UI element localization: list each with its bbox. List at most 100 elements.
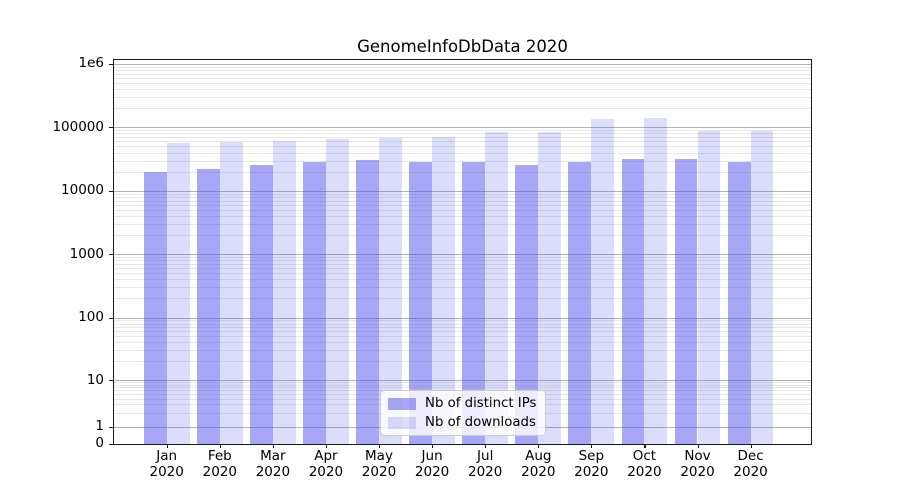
legend-item-downloads: Nb of downloads (388, 415, 536, 430)
x-tick-month: Jul (477, 448, 494, 464)
bar-downloads (644, 118, 668, 444)
gridline-minor (114, 137, 811, 139)
x-tick-month: May (365, 448, 393, 464)
y-tick-mark (109, 317, 114, 319)
bar-distinct-ips (727, 161, 751, 444)
x-tick-month: Mar (260, 448, 286, 464)
x-tick-label: Nov 2020 (666, 448, 730, 480)
bar-downloads (485, 132, 509, 444)
x-tick-label: Dec 2020 (719, 448, 783, 480)
bar-distinct-ips (462, 161, 486, 444)
legend-swatch-downloads (388, 416, 416, 429)
x-tick-year: 2020 (521, 463, 556, 480)
x-tick-year: 2020 (361, 463, 397, 480)
y-tick-mark (109, 63, 114, 66)
bar-downloads (697, 131, 721, 444)
y-tick-mark (109, 426, 114, 428)
x-tick-mark (697, 444, 699, 448)
bar-downloads (750, 131, 774, 444)
bar-distinct-ips (515, 165, 539, 444)
x-tick-mark (325, 444, 328, 448)
y-tick-label: 10 (86, 371, 104, 388)
bar-downloads (166, 143, 190, 444)
gridline-major (114, 63, 811, 65)
bar-distinct-ips (568, 162, 592, 444)
gridline-minor (114, 160, 811, 162)
gridline-minor (114, 146, 811, 148)
x-tick-year: 2020 (574, 463, 609, 480)
legend-label-downloads: Nb of downloads (425, 415, 536, 430)
bar-downloads (591, 119, 615, 444)
x-tick-month: Sep (578, 448, 605, 464)
x-tick-year: 2020 (255, 463, 291, 480)
bar-distinct-ips (356, 160, 379, 444)
y-tick-label: 1 (95, 418, 104, 435)
legend-label-distinct-ips: Nb of distinct IPs (425, 396, 537, 411)
x-tick-mark (644, 444, 646, 448)
x-tick-year: 2020 (733, 463, 768, 480)
gridline-minor (114, 97, 811, 99)
x-tick-mark (538, 444, 540, 448)
x-tick-label: Oct 2020 (612, 448, 676, 480)
x-tick-label: Aug 2020 (506, 448, 570, 480)
bar-downloads (219, 142, 243, 444)
gridline-minor (114, 73, 811, 75)
y-tick-mark (109, 380, 114, 382)
y-tick-label: 10000 (61, 182, 104, 199)
x-tick-mark (591, 444, 593, 448)
y-tick-label: 1e6 (78, 55, 104, 72)
gridline-minor (114, 152, 811, 154)
x-tick-month: Jun (421, 448, 443, 464)
chart-title: GenomeInfoDbData 2020 (357, 37, 568, 56)
x-tick-label: Jun 2020 (400, 448, 464, 480)
bar-distinct-ips (143, 172, 167, 444)
x-tick-mark (219, 444, 221, 448)
x-tick-label: Sep 2020 (559, 448, 623, 480)
x-tick-mark (432, 444, 434, 448)
x-tick-label: May 2020 (347, 448, 411, 480)
x-tick-mark (166, 444, 168, 448)
bar-downloads (272, 140, 296, 444)
bar-downloads (538, 131, 562, 444)
y-tick-mark (109, 127, 114, 129)
legend-swatch-distinct-ips (388, 397, 416, 410)
gridline-minor (114, 108, 811, 110)
bar-downloads (432, 136, 455, 444)
gridline-minor (114, 66, 811, 68)
x-tick-year: 2020 (308, 463, 344, 480)
x-tick-month: Jan (156, 448, 178, 464)
x-tick-month: Apr (314, 448, 338, 464)
bar-downloads (325, 139, 349, 444)
x-tick-year: 2020 (414, 463, 450, 480)
gridline-minor (114, 70, 811, 71)
x-tick-year: 2020 (149, 463, 184, 480)
x-tick-year: 2020 (680, 463, 715, 480)
y-tick-mark (109, 190, 114, 192)
x-tick-label: Feb 2020 (188, 448, 252, 480)
legend-item-distinct-ips: Nb of distinct IPs (388, 396, 536, 411)
y-tick-label: 0 (95, 435, 104, 452)
gridline-minor (114, 83, 811, 84)
x-tick-label: Apr 2020 (294, 448, 358, 480)
x-tick-year: 2020 (468, 463, 503, 480)
x-tick-mark (485, 444, 487, 448)
x-tick-mark (750, 444, 752, 448)
y-tick-mark (109, 254, 114, 256)
y-tick-label: 100000 (52, 118, 104, 135)
x-tick-label: Jan 2020 (135, 448, 199, 480)
gridline-minor (114, 78, 811, 79)
x-tick-month: Oct (632, 448, 657, 464)
x-tick-year: 2020 (202, 463, 237, 480)
y-tick-label: 100 (78, 309, 104, 325)
plot-area (113, 59, 812, 445)
x-tick-month: Feb (207, 448, 232, 464)
y-tick-mark (109, 443, 114, 446)
legend: Nb of distinct IPs Nb of downloads (380, 390, 547, 436)
gridline-minor (114, 89, 811, 91)
bar-distinct-ips (409, 162, 433, 444)
bar-distinct-ips (250, 164, 273, 444)
bar-distinct-ips (303, 162, 326, 444)
y-tick-label: 1000 (69, 245, 104, 262)
gridline-minor (114, 133, 811, 135)
